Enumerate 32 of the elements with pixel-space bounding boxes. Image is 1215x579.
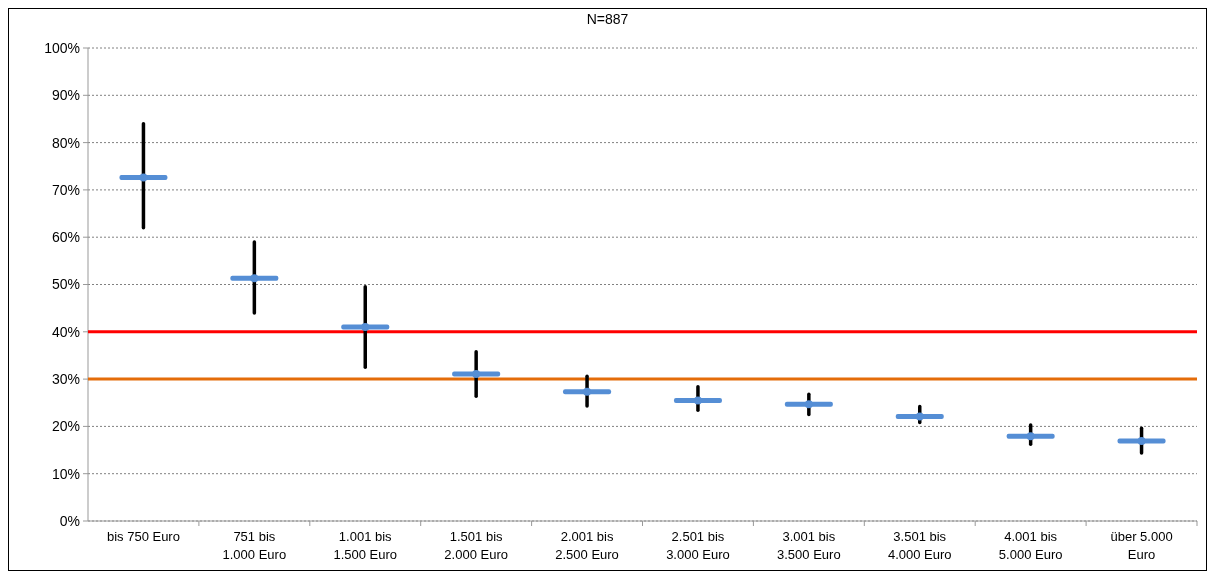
y-tick-label: 30% — [51, 371, 80, 387]
x-tick-label: 751 bis 1.000 Euro — [222, 529, 287, 562]
y-tick-label: 100% — [44, 39, 80, 56]
x-tick-label: 3.501 bis 4.000 Euro — [887, 529, 952, 562]
point — [693, 396, 702, 405]
x-tick-label: 3.001 bis 3.500 Euro — [777, 529, 841, 562]
y-tick-label: 80% — [51, 134, 80, 151]
point — [583, 387, 592, 396]
y-tick-label: 0% — [59, 512, 80, 529]
chart-title: N=887 — [586, 11, 629, 27]
x-tick-label: 1.501 bis 2.000 Euro — [444, 529, 508, 562]
x-tick-label: 2.501 bis 3.000 Euro — [666, 529, 730, 562]
x-tick-label: 1.001 bis 1.500 Euro — [333, 529, 398, 562]
y-tick-label: 90% — [51, 87, 80, 104]
y-tick-label: 70% — [51, 181, 80, 198]
x-tick-label: über 5.000 Euro — [1110, 529, 1173, 562]
point — [250, 274, 259, 283]
y-tick-label: 50% — [51, 276, 80, 293]
point — [139, 173, 148, 182]
y-tick-label: 10% — [51, 465, 80, 482]
x-tick-label: 2.001 bis 2.500 Euro — [555, 529, 619, 562]
y-tick-label: 40% — [51, 323, 80, 340]
x-tick-label: bis 750 Euro — [106, 529, 180, 544]
point — [1137, 437, 1146, 446]
point — [472, 369, 481, 378]
point — [361, 323, 370, 332]
y-tick-label: 60% — [51, 229, 80, 246]
point — [1026, 432, 1035, 441]
x-tick-label: 4.001 bis 5.000 Euro — [998, 529, 1063, 562]
point — [915, 412, 924, 421]
y-tick-label: 20% — [51, 418, 80, 435]
point — [804, 400, 813, 409]
